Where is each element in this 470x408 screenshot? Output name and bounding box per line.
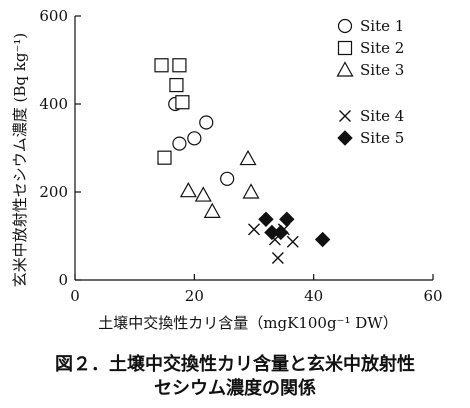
site-2-point — [172, 58, 187, 73]
site-2-point — [154, 58, 169, 73]
x-tick-label: 40 — [304, 287, 323, 305]
legend-site-2-marker — [337, 40, 353, 56]
site-4-point — [271, 252, 284, 264]
ticks: 0 200 400 600 0 20 40 60 — [39, 7, 442, 305]
x-tick-label: 60 — [423, 287, 442, 305]
site-5-point — [258, 211, 274, 227]
legend-site-3-label: Site 3 — [360, 61, 404, 79]
site-3-point — [239, 149, 257, 166]
legend-site-5-marker — [337, 130, 353, 146]
legend-site-3-marker — [336, 61, 354, 77]
x-tick-label: 20 — [185, 287, 204, 305]
legend-site-2-label: Site 2 — [360, 39, 404, 57]
figure-caption-line-2: セシウム濃度の関係 — [154, 378, 316, 399]
legend-site-5-label: Site 5 — [360, 129, 404, 147]
y-tick-label: 0 — [58, 271, 68, 289]
site-3-point — [203, 202, 221, 218]
y-tick-label: 600 — [39, 7, 68, 25]
site-5-point — [279, 211, 295, 227]
site-1-point — [199, 115, 214, 130]
site-1-point — [187, 131, 202, 146]
legend-site-4-marker — [339, 110, 351, 122]
site-2-point — [169, 77, 184, 93]
site-1-point — [220, 171, 235, 186]
legend-site-1-marker — [337, 18, 353, 34]
site-5-point — [314, 231, 331, 248]
site-3-point — [179, 181, 197, 198]
site-4-point — [248, 223, 260, 236]
y-tick-label: 400 — [39, 95, 68, 113]
site-5-point — [273, 224, 289, 241]
y-tick-label: 200 — [39, 183, 68, 201]
data-points — [154, 58, 331, 264]
y-axis-label: 玄米中放射性セシウム濃度 (Bq kg⁻¹) — [11, 33, 29, 288]
site-3-point — [194, 186, 212, 202]
legend-site-4-label: Site 4 — [360, 107, 404, 125]
x-axis-label: 土壌中交換性カリ含量（mgK100g⁻¹ DW） — [98, 314, 397, 332]
site-1-point — [172, 136, 187, 151]
legend: Site 1 Site 2 Site 3 Site 4 Site 5 — [336, 17, 404, 147]
x-tick-label: 0 — [70, 287, 80, 305]
site-4-point — [286, 235, 299, 248]
axes — [74, 16, 433, 281]
site-2-point — [175, 95, 190, 110]
site-3-point — [242, 183, 260, 199]
figure-caption-line-1: 図２．土壌中交換性カリ含量と玄米中放射性 — [55, 354, 415, 375]
site-2-point — [157, 150, 172, 165]
legend-site-1-label: Site 1 — [360, 17, 404, 35]
